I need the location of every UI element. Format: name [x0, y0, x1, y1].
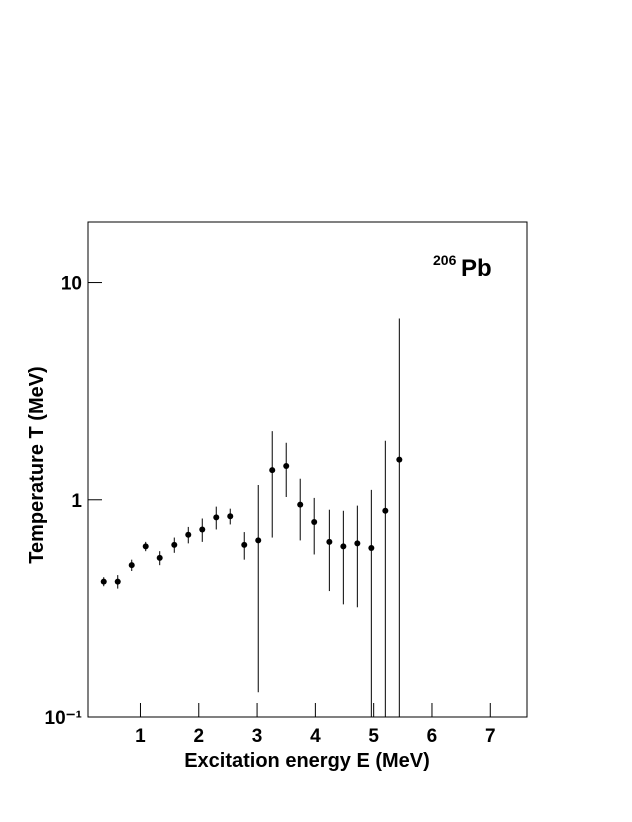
y-tick-label: 10 [61, 274, 82, 295]
annotation-mass: 206 [433, 252, 457, 268]
data-point [156, 554, 163, 561]
x-tick-label: 2 [193, 726, 204, 747]
x-tick-label: 5 [368, 726, 379, 747]
x-tick-label: 3 [252, 726, 263, 747]
data-point [114, 578, 121, 585]
data-point [199, 526, 206, 533]
data-point [311, 519, 318, 526]
data-point [354, 540, 361, 547]
data-point [171, 541, 178, 548]
data-point [227, 513, 234, 520]
plot-area [100, 318, 403, 717]
data-point [185, 531, 192, 538]
x-axis-title: Excitation energy E (MeV) [184, 750, 430, 772]
y-axis-title: Temperature T (MeV) [26, 366, 48, 563]
annotation-element: Pb [461, 255, 492, 282]
y-tick-label: 1 [71, 491, 82, 512]
data-point [283, 463, 290, 470]
plot-frame [87, 221, 528, 718]
data-point [382, 507, 389, 514]
x-tick-label: 7 [485, 726, 496, 747]
data-point [269, 467, 276, 474]
data-point [396, 456, 403, 463]
data-point [255, 537, 262, 544]
x-tick-label: 1 [135, 726, 146, 747]
data-point [297, 501, 304, 508]
data-point [100, 578, 107, 585]
data-point [241, 541, 248, 548]
data-point [326, 538, 333, 545]
data-point [142, 543, 149, 550]
data-point [128, 562, 135, 569]
data-point [340, 543, 347, 550]
x-tick-label: 4 [310, 726, 321, 747]
y-tick-label: 10⁻¹ [45, 708, 83, 729]
data-point [213, 514, 220, 521]
x-tick-label: 6 [427, 726, 438, 747]
data-point [368, 544, 375, 551]
